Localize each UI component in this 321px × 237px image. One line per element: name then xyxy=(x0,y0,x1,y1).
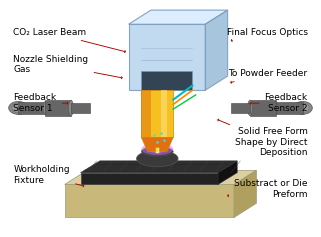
Ellipse shape xyxy=(43,101,48,114)
Ellipse shape xyxy=(136,150,178,167)
Polygon shape xyxy=(81,161,237,173)
Ellipse shape xyxy=(296,103,309,113)
Ellipse shape xyxy=(9,101,28,114)
Polygon shape xyxy=(141,137,173,151)
Text: Final Focus Optics: Final Focus Optics xyxy=(227,28,308,41)
Text: Substract or Die
Preform: Substract or Die Preform xyxy=(228,179,308,199)
Text: To Powder Feeder: To Powder Feeder xyxy=(229,69,308,83)
Polygon shape xyxy=(141,90,151,137)
Polygon shape xyxy=(205,10,228,90)
Text: Feedback
Sensor 2: Feedback Sensor 2 xyxy=(250,93,308,113)
Ellipse shape xyxy=(293,101,312,114)
Text: Solid Free Form
Shape by Direct
Deposition: Solid Free Form Shape by Direct Depositi… xyxy=(218,119,308,157)
Ellipse shape xyxy=(141,147,173,156)
Polygon shape xyxy=(81,173,218,184)
Polygon shape xyxy=(65,170,256,184)
Ellipse shape xyxy=(152,147,162,151)
Polygon shape xyxy=(160,90,167,137)
Polygon shape xyxy=(234,170,256,218)
Ellipse shape xyxy=(247,100,252,116)
Polygon shape xyxy=(18,101,46,114)
Text: CO₂ Laser Beam: CO₂ Laser Beam xyxy=(13,28,125,53)
Text: Nozzle Shielding
Gas: Nozzle Shielding Gas xyxy=(13,55,122,79)
Polygon shape xyxy=(218,161,237,184)
Polygon shape xyxy=(128,10,228,24)
Text: Feedback
Sensor 1: Feedback Sensor 1 xyxy=(13,93,68,113)
Polygon shape xyxy=(250,100,275,116)
Polygon shape xyxy=(46,100,71,116)
Polygon shape xyxy=(128,24,205,90)
Polygon shape xyxy=(275,101,303,114)
Polygon shape xyxy=(141,71,193,90)
Ellipse shape xyxy=(141,143,173,155)
Ellipse shape xyxy=(12,103,25,113)
Ellipse shape xyxy=(69,100,74,116)
Polygon shape xyxy=(141,90,173,137)
Polygon shape xyxy=(231,103,250,113)
Ellipse shape xyxy=(148,146,167,153)
Text: Workholding
Fixture: Workholding Fixture xyxy=(13,165,84,187)
Polygon shape xyxy=(71,103,90,113)
Ellipse shape xyxy=(273,101,278,114)
Polygon shape xyxy=(65,184,234,218)
